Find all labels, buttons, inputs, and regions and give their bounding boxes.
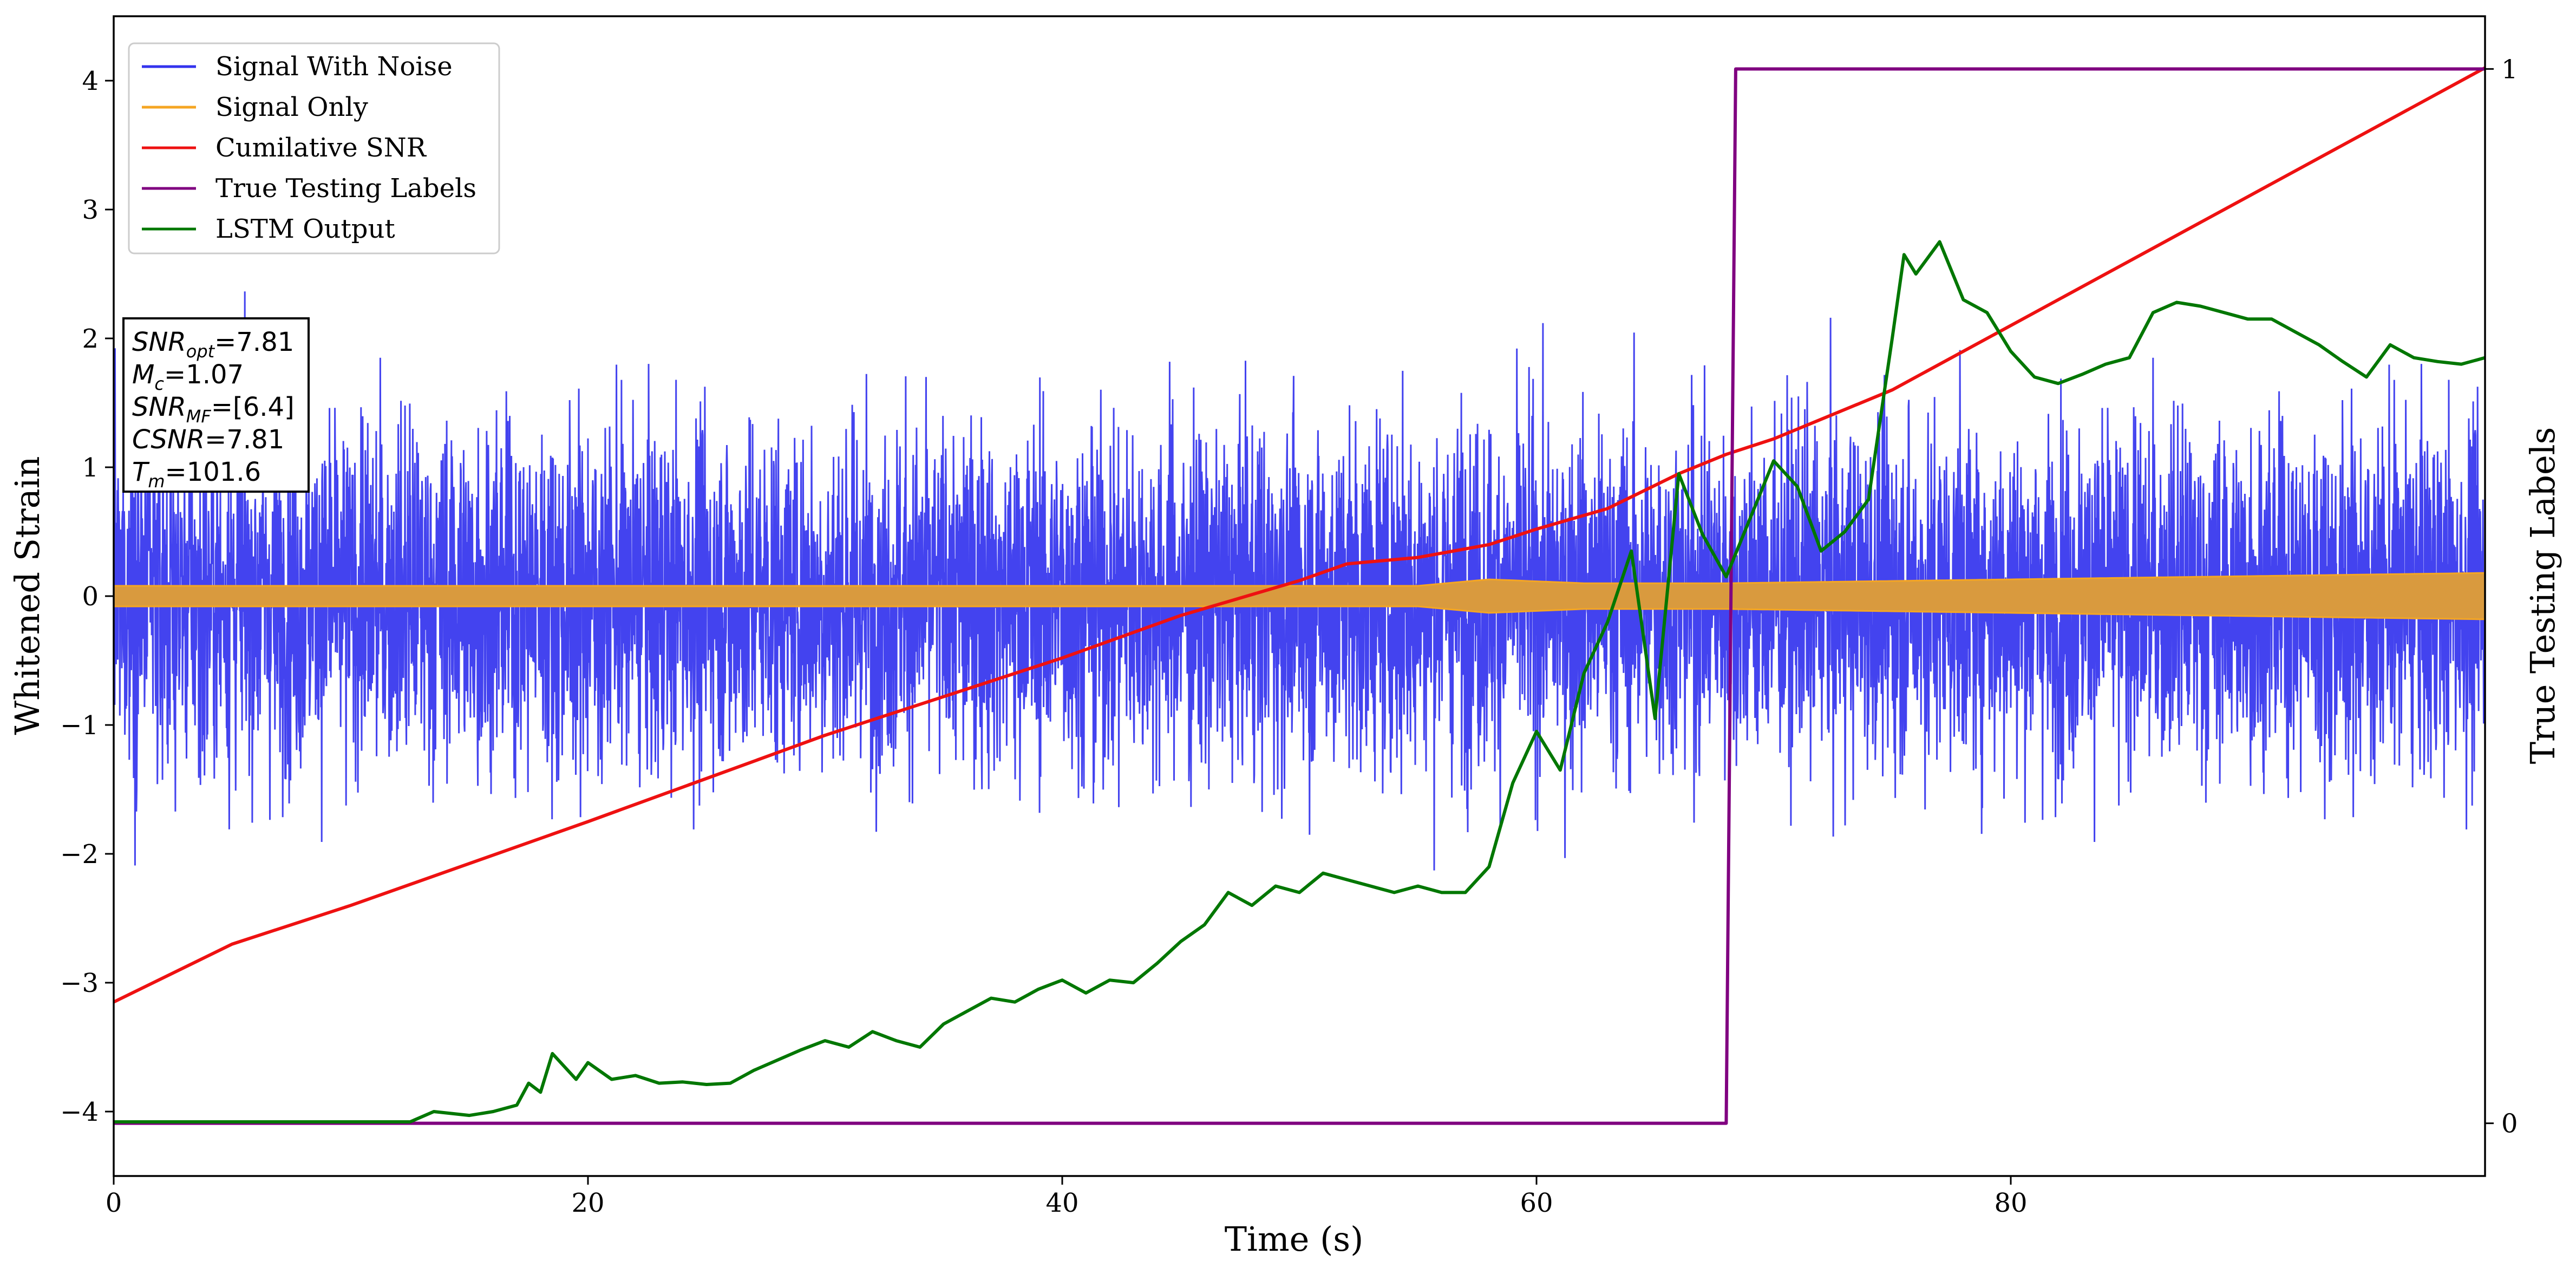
- y-tick-label: 1: [82, 453, 99, 483]
- legend-label-true-testing-labels: True Testing Labels: [215, 173, 476, 204]
- y-tick-label: 3: [82, 195, 99, 225]
- x-axis: 0 20 40 60 80: [106, 1176, 2028, 1218]
- x-tick-label: 40: [1045, 1188, 1078, 1218]
- x-tick-label: 80: [1994, 1188, 2027, 1218]
- y2-tick-label: 0: [2501, 1109, 2518, 1139]
- x-tick-label: 60: [1520, 1188, 1553, 1218]
- x-tick-label: 20: [571, 1188, 604, 1218]
- series-cumilative-snr: [114, 66, 2485, 1004]
- annotation-merger-time: Tm=101.6: [132, 457, 261, 492]
- annotation-snr-mf: SNRMF=[6.4]: [132, 392, 295, 427]
- x-tick-label: 0: [106, 1188, 122, 1218]
- annotation-frame: [122, 317, 310, 493]
- y-tick-label: −2: [60, 839, 99, 870]
- annotation-snr-opt: SNRopt=7.81: [132, 327, 294, 362]
- annotation-box: SNRopt=7.81 Mc=1.07 SNRMF=[6.4] CSNR=7.8…: [122, 317, 310, 493]
- y2-tick-label: 1: [2501, 54, 2518, 84]
- annotation-chirp-mass: Mc=1.07: [132, 360, 244, 394]
- series-lstm-output: [114, 240, 2485, 1123]
- x-axis-title: Time (s): [1225, 1219, 1364, 1259]
- y2-axis-title: True Testing Labels: [2523, 427, 2562, 765]
- legend: Signal With Noise Signal Only Cumilative…: [128, 42, 500, 254]
- legend-label-signal-with-noise: Signal With Noise: [215, 51, 453, 82]
- series-signal-only: [114, 572, 2485, 620]
- series-true-testing-labels: [114, 67, 2485, 1125]
- y-axis-right: 01: [2485, 54, 2518, 1139]
- legend-box: [128, 42, 500, 254]
- plot-area: [114, 66, 2485, 1125]
- y-tick-label: −3: [60, 968, 99, 998]
- legend-label-lstm-output: LSTM Output: [215, 214, 395, 244]
- legend-label-cumulative-snr: Cumilative SNR: [215, 133, 427, 163]
- y-tick-label: −4: [60, 1097, 99, 1127]
- y-tick-label: 4: [82, 66, 99, 96]
- y-tick-label: −1: [60, 710, 99, 741]
- y-tick-label: 0: [82, 582, 99, 612]
- y-axis-left: −4 −3 −2 −1 0 1 2 3 4: [60, 66, 114, 1127]
- y-axis-title: Whitened Strain: [8, 456, 47, 735]
- y-tick-label: 2: [82, 324, 99, 354]
- legend-label-signal-only: Signal Only: [215, 92, 368, 122]
- annotation-csnr: CSNR=7.81: [132, 424, 284, 455]
